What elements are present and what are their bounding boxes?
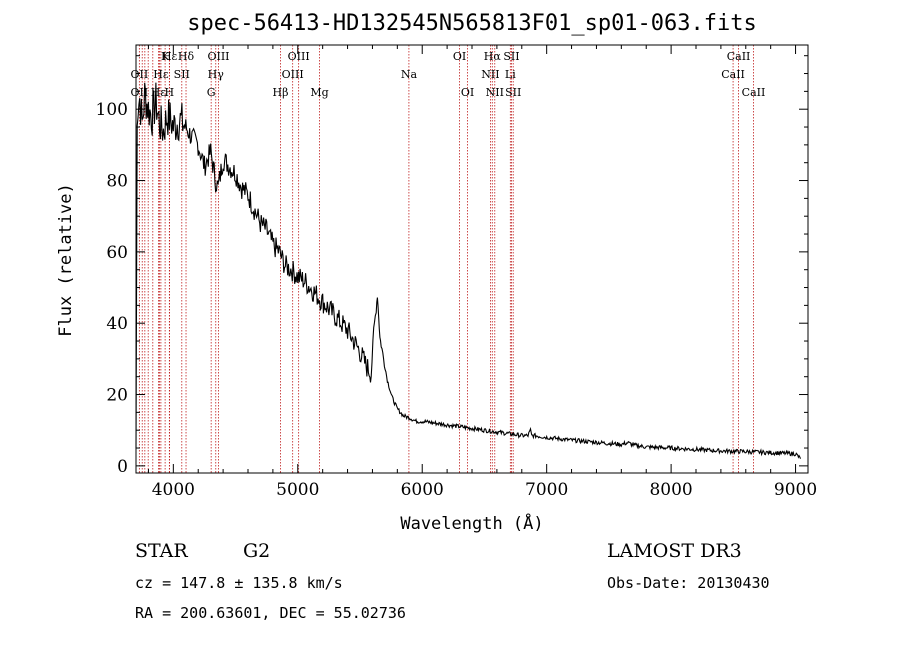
y-tick-label: 60: [106, 243, 128, 263]
line-label-hε: Hε: [151, 86, 167, 99]
x-tick-label: 8000: [649, 480, 692, 500]
line-label-caii: CaII: [742, 86, 766, 99]
line-label-h: H: [165, 86, 175, 99]
line-label-hε: Hε: [153, 68, 169, 81]
y-tick-label: 40: [106, 314, 128, 334]
line-label-k: K: [161, 50, 170, 63]
line-label-hγ: Hγ: [208, 68, 225, 81]
line-label-caii: CaII: [727, 50, 751, 63]
object-class: STAR: [135, 540, 188, 562]
chart-title: spec-56413-HD132545N565813F01_sp01-063.f…: [187, 11, 757, 36]
coordinates: RA = 200.63601, DEC = 55.02736: [135, 604, 406, 622]
line-label-oi: OI: [453, 50, 466, 63]
line-label-nii: NII: [486, 86, 504, 99]
line-label-caii: CaII: [721, 68, 745, 81]
line-label-na: Na: [401, 68, 418, 81]
line-label-oii: OII: [131, 68, 149, 81]
observation-date: Obs-Date: 20130430: [607, 574, 770, 592]
redshift-value: cz = 147.8 ± 135.8 km/s: [135, 574, 343, 592]
x-tick-label: 4000: [152, 480, 195, 500]
x-tick-label: 5000: [276, 480, 319, 500]
object-subclass: G2: [243, 540, 271, 562]
y-tick-label: 100: [96, 100, 128, 120]
y-tick-label: 80: [106, 172, 128, 192]
spectrum-series-line: [135, 82, 802, 459]
y-tick-label: 20: [106, 386, 128, 406]
axis-ticks: 4000 5000 6000 7000 8000 9000 0 20 40 60 80 100: [96, 45, 817, 500]
line-label-g: G: [207, 86, 216, 99]
line-label-oii: OII: [131, 86, 149, 99]
line-label-hδ: Hδ: [178, 50, 195, 63]
line-label-oiii: OIII: [282, 68, 304, 81]
y-tick-label: 0: [117, 457, 128, 477]
survey-name: LAMOST DR3: [607, 540, 742, 562]
line-label-sii: SII: [174, 68, 190, 81]
emission-line-markers: [138, 45, 754, 473]
line-label-hβ: Hβ: [273, 86, 289, 99]
x-tick-label: 6000: [401, 480, 444, 500]
line-label-mg: Mg: [310, 86, 328, 99]
x-tick-label: 9000: [774, 480, 817, 500]
line-label-sii: SII: [503, 50, 519, 63]
x-tick-label: 7000: [525, 480, 568, 500]
x-axis-label: Wavelength (Å): [400, 512, 543, 534]
line-label-sii: SII: [505, 86, 521, 99]
line-label-oiii: OIII: [207, 50, 229, 63]
line-label-nii: NII: [481, 68, 499, 81]
line-label-li: Li: [505, 68, 516, 81]
plot-frame: [135, 44, 809, 474]
line-label-oi: OI: [461, 86, 474, 99]
line-label-hα: Hα: [484, 50, 502, 63]
y-axis-label: Flux (relative): [56, 183, 76, 337]
line-label-oiii: OIII: [288, 50, 310, 63]
